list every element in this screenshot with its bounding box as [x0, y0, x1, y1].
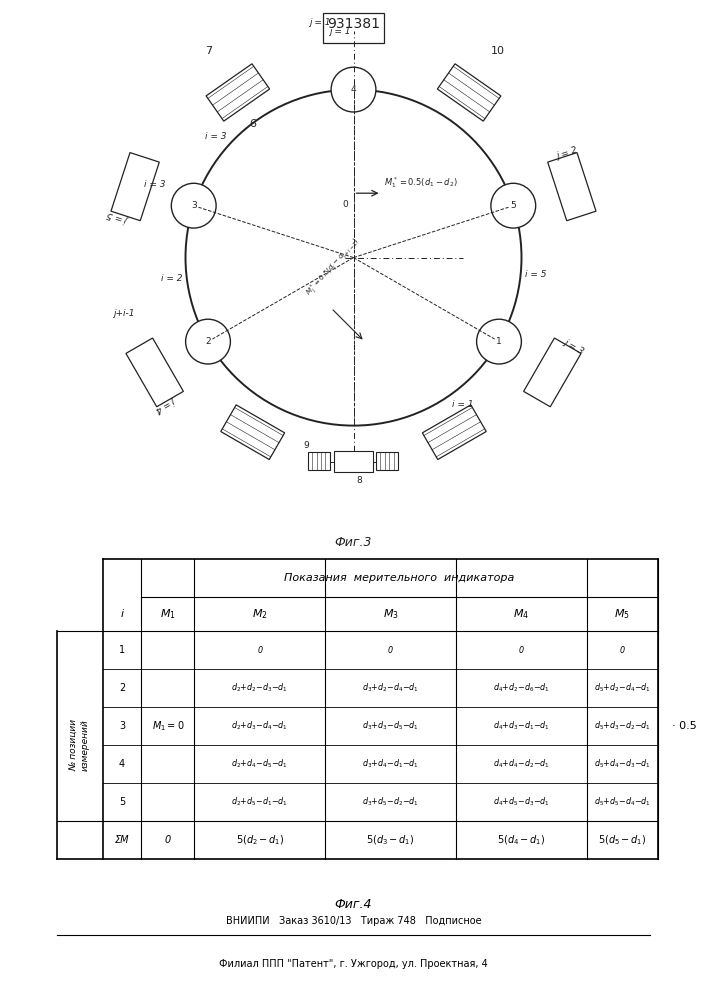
Text: 3: 3: [119, 721, 125, 731]
Text: $M_1$: $M_1$: [160, 607, 176, 621]
Text: i = 5: i = 5: [525, 270, 547, 279]
Text: $d_5{+}d_3{-}d_2{-}d_1$: $d_5{+}d_3{-}d_2{-}d_1$: [594, 720, 650, 732]
Text: 4: 4: [351, 85, 356, 94]
Circle shape: [331, 67, 376, 112]
Text: j = 1: j = 1: [329, 27, 350, 36]
Text: Показания  мерительного  индикатора: Показания мерительного индикатора: [284, 573, 515, 583]
Text: 7: 7: [206, 46, 213, 56]
Text: 0: 0: [619, 646, 625, 655]
Polygon shape: [438, 64, 501, 121]
Text: 10: 10: [491, 46, 505, 56]
Polygon shape: [221, 405, 285, 460]
Text: $d_4{+}d_4{-}d_2{-}d_1$: $d_4{+}d_4{-}d_2{-}d_1$: [493, 758, 550, 770]
Text: i = 3: i = 3: [144, 180, 165, 189]
Polygon shape: [548, 153, 596, 221]
Text: $M_1 = 0$: $M_1 = 0$: [151, 719, 185, 733]
Text: $M_2$: $M_2$: [252, 607, 268, 621]
Text: j = 3: j = 3: [563, 337, 585, 355]
Text: $M_4$: $M_4$: [513, 607, 530, 621]
Text: 0: 0: [519, 646, 524, 655]
Text: $d_2{+}d_2{-}d_3{-}d_1$: $d_2{+}d_2{-}d_3{-}d_1$: [231, 682, 288, 694]
Text: Фиг.4: Фиг.4: [334, 898, 373, 911]
Text: $d_3{+}d_5{-}d_2{-}d_1$: $d_3{+}d_5{-}d_2{-}d_1$: [362, 796, 419, 808]
Text: $d_5{+}d_2{-}d_4{-}d_1$: $d_5{+}d_2{-}d_4{-}d_1$: [594, 682, 650, 694]
Text: j = 1: j = 1: [309, 18, 331, 27]
Text: $d_5{+}d_5{-}d_4{-}d_1$: $d_5{+}d_5{-}d_4{-}d_1$: [594, 796, 650, 808]
Polygon shape: [524, 338, 581, 407]
Text: i: i: [120, 609, 124, 619]
Text: 0: 0: [257, 646, 262, 655]
Text: 5: 5: [119, 797, 125, 807]
Text: $d_2{+}d_4{-}d_5{-}d_1$: $d_2{+}d_4{-}d_5{-}d_1$: [231, 758, 288, 770]
Polygon shape: [422, 405, 486, 460]
Text: $d_5{+}d_4{-}d_3{-}d_1$: $d_5{+}d_4{-}d_3{-}d_1$: [594, 758, 650, 770]
Text: ВНИИПИ   Заказ 3610/13   Тираж 748   Подписное: ВНИИПИ Заказ 3610/13 Тираж 748 Подписное: [226, 916, 481, 926]
Text: $M_5$: $M_5$: [614, 607, 630, 621]
Text: · 0.5: · 0.5: [672, 721, 696, 731]
Text: Фиг.3: Фиг.3: [334, 536, 373, 549]
Text: 1: 1: [119, 645, 125, 655]
Polygon shape: [322, 13, 385, 43]
Text: j+i-1: j+i-1: [113, 309, 135, 318]
Text: j = 2: j = 2: [555, 145, 578, 161]
Text: ΣM: ΣM: [115, 835, 129, 845]
Text: $d_3{+}d_3{-}d_5{-}d_1$: $d_3{+}d_3{-}d_5{-}d_1$: [362, 720, 419, 732]
Text: 0: 0: [388, 646, 393, 655]
Text: 4: 4: [119, 759, 125, 769]
Text: i = 3: i = 3: [206, 132, 227, 141]
Text: 5: 5: [510, 201, 516, 210]
Text: № позиции
измерений: № позиции измерений: [70, 719, 89, 771]
Circle shape: [491, 183, 536, 228]
Circle shape: [171, 183, 216, 228]
Text: $5(d_2 - d_1)$: $5(d_2 - d_1)$: [235, 833, 284, 847]
Text: 2: 2: [205, 337, 211, 346]
Circle shape: [477, 319, 521, 364]
Text: 3: 3: [191, 201, 197, 210]
Text: $d_2{+}d_3{-}d_4{-}d_1$: $d_2{+}d_3{-}d_4{-}d_1$: [231, 720, 288, 732]
Text: $5(d_4 - d_1)$: $5(d_4 - d_1)$: [497, 833, 546, 847]
Text: Филиал ППП "Патент", г. Ужгород, ул. Проектная, 4: Филиал ППП "Патент", г. Ужгород, ул. Про…: [219, 959, 488, 969]
Polygon shape: [126, 338, 183, 407]
Text: $d_4{+}d_2{-}d_6{-}d_1$: $d_4{+}d_2{-}d_6{-}d_1$: [493, 682, 550, 694]
Text: 2: 2: [119, 683, 125, 693]
Text: j = 4: j = 4: [155, 395, 178, 414]
Text: $M_1^* = 0.5(d_1 - d_2)$: $M_1^* = 0.5(d_1 - d_2)$: [385, 176, 458, 190]
Text: $d_2{+}d_5{-}d_1{-}d_1$: $d_2{+}d_5{-}d_1{-}d_1$: [231, 796, 288, 808]
Text: 9: 9: [303, 441, 309, 450]
Polygon shape: [111, 153, 159, 221]
Text: $d_4{+}d_5{-}d_3{-}d_1$: $d_4{+}d_5{-}d_3{-}d_1$: [493, 796, 550, 808]
Text: 931381: 931381: [327, 17, 380, 31]
Text: $M_3$: $M_3$: [382, 607, 399, 621]
Bar: [308, 452, 330, 470]
Text: j = 5: j = 5: [107, 209, 131, 224]
Text: 6: 6: [250, 119, 257, 129]
Text: $M^*_j = 0.5(d_j - d_{j+i-1})$: $M^*_j = 0.5(d_j - d_{j+i-1})$: [303, 234, 364, 300]
Text: i = 1: i = 1: [452, 400, 474, 409]
Text: 0: 0: [342, 200, 348, 209]
Text: 1: 1: [496, 337, 502, 346]
Bar: [334, 451, 373, 472]
Text: $d_3{+}d_2{-}d_4{-}d_1$: $d_3{+}d_2{-}d_4{-}d_1$: [362, 682, 419, 694]
Circle shape: [186, 319, 230, 364]
Text: $d_3{+}d_4{-}d_1{-}d_1$: $d_3{+}d_4{-}d_1{-}d_1$: [362, 758, 419, 770]
Polygon shape: [206, 64, 269, 121]
Text: $5(d_3 - d_1)$: $5(d_3 - d_1)$: [366, 833, 415, 847]
Text: i = 2: i = 2: [161, 274, 182, 283]
Text: 0: 0: [165, 835, 171, 845]
Text: $5(d_5 - d_1)$: $5(d_5 - d_1)$: [598, 833, 646, 847]
Text: $d_4{+}d_3{-}d_1{-}d_1$: $d_4{+}d_3{-}d_1{-}d_1$: [493, 720, 550, 732]
Text: 8: 8: [356, 476, 362, 485]
Bar: [376, 452, 398, 470]
